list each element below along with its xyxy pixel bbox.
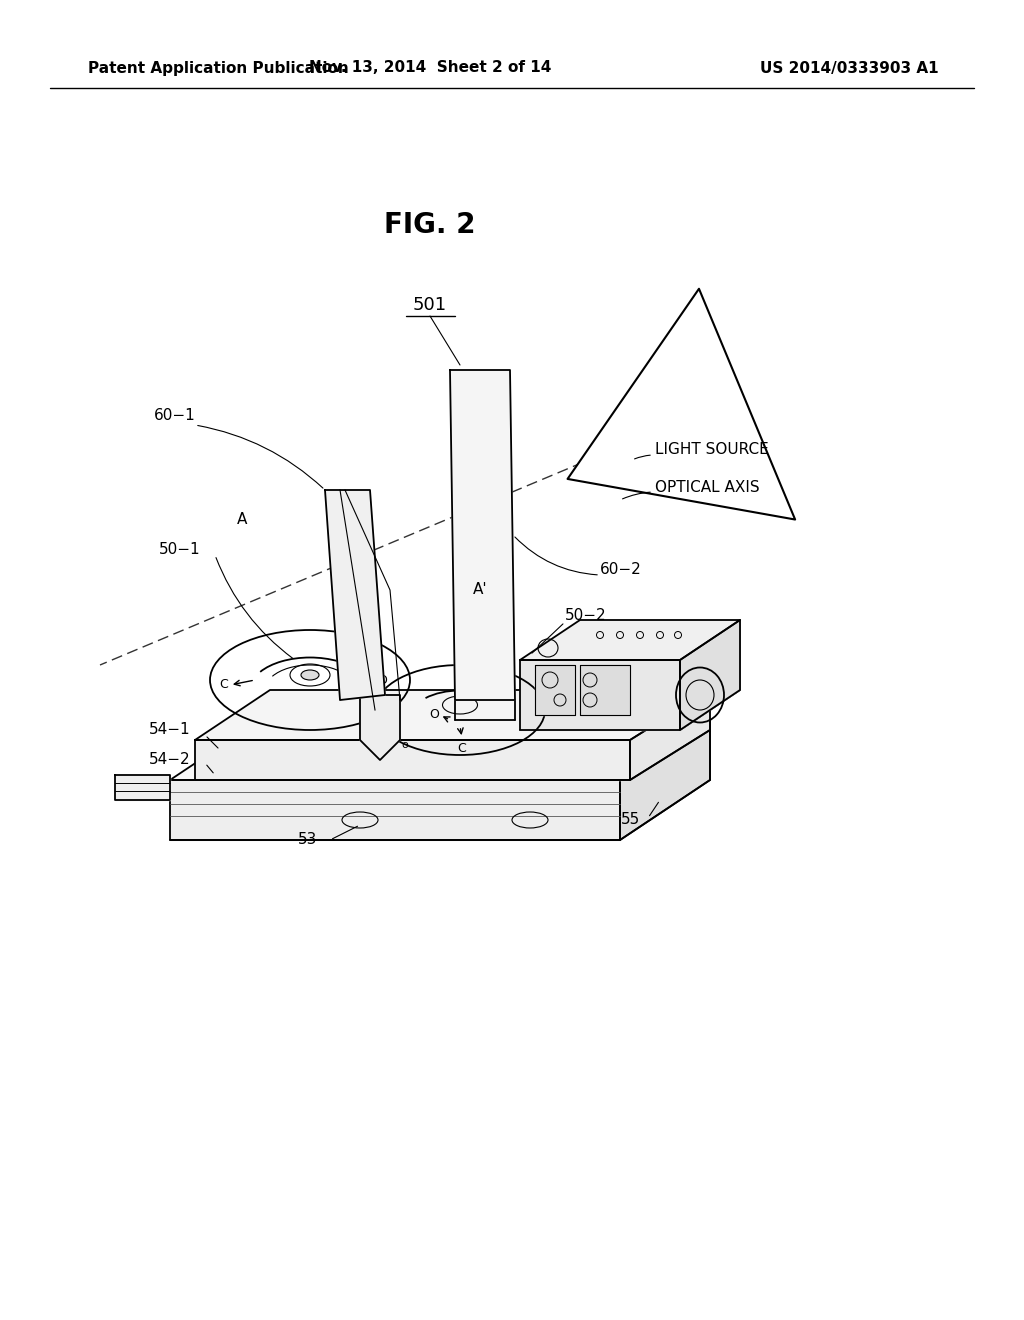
Polygon shape <box>620 719 710 840</box>
Text: 55: 55 <box>621 813 640 828</box>
Text: OPTICAL AXIS: OPTICAL AXIS <box>655 480 760 495</box>
Text: LIGHT SOURCE: LIGHT SOURCE <box>655 442 769 458</box>
Text: FIG. 2: FIG. 2 <box>384 211 476 239</box>
Polygon shape <box>195 741 630 780</box>
Polygon shape <box>680 620 740 730</box>
Polygon shape <box>360 696 400 760</box>
Text: A: A <box>237 512 247 528</box>
Text: o: o <box>401 741 409 750</box>
Polygon shape <box>115 775 170 800</box>
Text: O: O <box>377 673 387 686</box>
Polygon shape <box>325 490 385 700</box>
Text: 50−2: 50−2 <box>565 607 606 623</box>
Polygon shape <box>195 690 710 741</box>
Text: 50−1: 50−1 <box>159 543 201 557</box>
Text: Patent Application Publication: Patent Application Publication <box>88 61 349 75</box>
Text: 54−2: 54−2 <box>150 752 190 767</box>
Polygon shape <box>520 660 680 730</box>
Text: 53: 53 <box>298 833 317 847</box>
Text: C: C <box>458 742 466 755</box>
Text: Nov. 13, 2014  Sheet 2 of 14: Nov. 13, 2014 Sheet 2 of 14 <box>309 61 551 75</box>
Text: 60−1: 60−1 <box>155 408 196 422</box>
Text: 501: 501 <box>413 296 447 314</box>
Polygon shape <box>630 690 710 780</box>
Polygon shape <box>450 370 515 700</box>
Text: A': A' <box>473 582 487 598</box>
Polygon shape <box>535 665 575 715</box>
Polygon shape <box>580 665 630 715</box>
Text: C: C <box>219 678 228 692</box>
Text: 54−1: 54−1 <box>150 722 190 738</box>
Text: 60−2: 60−2 <box>600 562 642 578</box>
Polygon shape <box>170 719 710 780</box>
Text: O: O <box>429 708 439 721</box>
Ellipse shape <box>301 671 319 680</box>
Polygon shape <box>170 780 620 840</box>
Polygon shape <box>520 620 740 660</box>
Text: US 2014/0333903 A1: US 2014/0333903 A1 <box>760 61 939 75</box>
